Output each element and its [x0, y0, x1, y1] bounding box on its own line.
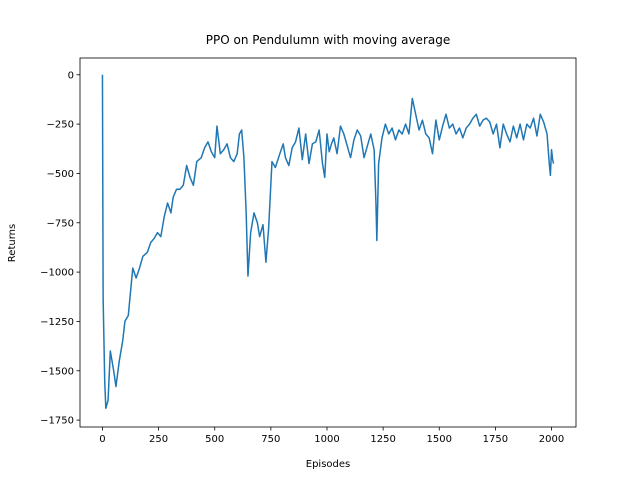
- y-tick-label: −1500: [40, 366, 74, 377]
- y-tick-label: 0: [68, 70, 74, 81]
- x-axis-label: Episodes: [306, 459, 350, 470]
- plot-frame: [79, 57, 577, 428]
- data-line: [101, 74, 555, 409]
- x-tick-label: 1750: [483, 434, 508, 445]
- chart-title: PPO on Pendulumn with moving average: [206, 33, 450, 47]
- x-tick-label: 250: [149, 434, 168, 445]
- y-tick-label: −750: [47, 218, 74, 229]
- y-tick-label: −1000: [40, 268, 74, 279]
- x-tick-label: 2000: [539, 434, 564, 445]
- x-tick-label: 1250: [370, 434, 395, 445]
- y-tick-label: −500: [47, 169, 74, 180]
- x-tick-label: 1000: [314, 434, 339, 445]
- x-tick-label: 0: [99, 434, 105, 445]
- x-tick-label: 1500: [427, 434, 452, 445]
- x-tick-label: 750: [261, 434, 280, 445]
- y-tick-label: −250: [47, 120, 74, 131]
- x-tick-label: 500: [205, 434, 224, 445]
- y-tick-label: −1250: [40, 317, 74, 328]
- y-axis-label: Returns: [7, 224, 18, 262]
- y-tick-label: −1750: [40, 416, 74, 427]
